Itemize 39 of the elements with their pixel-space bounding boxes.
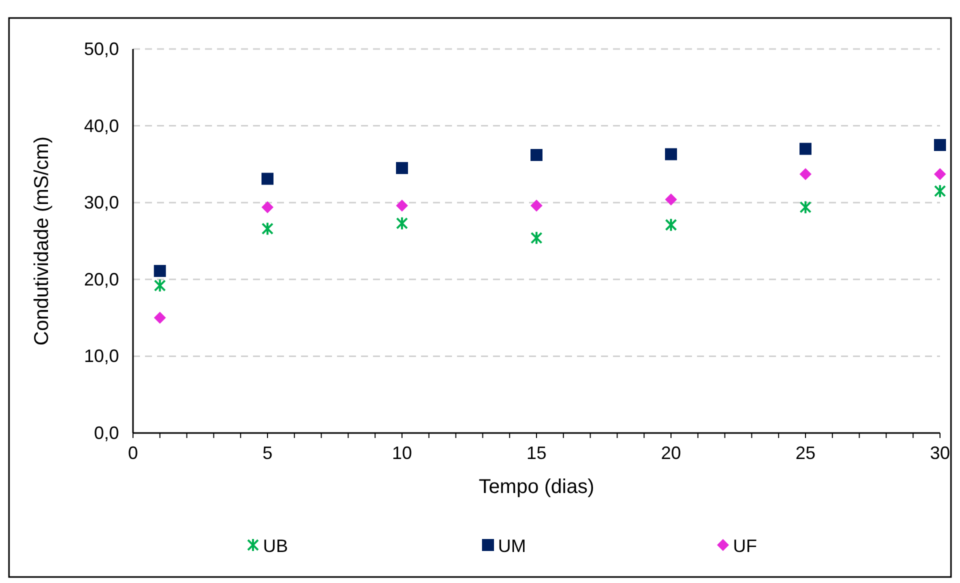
- point: [530, 200, 542, 212]
- y-tick-label: 0,0: [94, 423, 119, 443]
- x-tick-label: 20: [660, 443, 682, 463]
- x-axis-title: Tempo (dias): [478, 476, 594, 498]
- y-axis-title: Condutividade (mS/cm): [31, 136, 53, 346]
- x-tick-label: 5: [262, 443, 273, 463]
- x-tick-label: 0: [128, 443, 138, 463]
- point: [154, 312, 166, 324]
- point: [154, 278, 166, 293]
- point: [934, 139, 946, 151]
- x-tick-label: 30: [930, 443, 950, 463]
- point: [800, 142, 812, 155]
- point: [934, 184, 946, 198]
- y-tick-label: 20,0: [84, 269, 119, 290]
- y-tick-label: 50,0: [84, 39, 119, 59]
- legend-label: UF: [733, 536, 757, 556]
- point: [396, 162, 408, 174]
- point: [154, 264, 166, 277]
- point: [396, 216, 408, 230]
- y-tick-label: 10,0: [84, 346, 119, 366]
- legend-label: UM: [498, 536, 526, 556]
- y-tick-label: 40,0: [84, 116, 119, 136]
- point: [262, 201, 274, 214]
- point: [530, 230, 542, 245]
- x-tick-label: 25: [795, 443, 816, 463]
- point: [396, 200, 408, 212]
- point: [262, 222, 274, 236]
- point: [262, 172, 274, 185]
- point: [665, 218, 677, 232]
- x-tick-label: 15: [526, 443, 547, 463]
- legend-label: UB: [263, 536, 288, 556]
- point: [800, 200, 812, 214]
- x-tick-label: 10: [392, 443, 412, 463]
- point: [665, 148, 677, 160]
- point: [800, 168, 812, 180]
- point: [934, 168, 946, 180]
- point: [530, 148, 542, 161]
- point: [665, 194, 677, 206]
- y-tick-label: 30,0: [84, 192, 119, 213]
